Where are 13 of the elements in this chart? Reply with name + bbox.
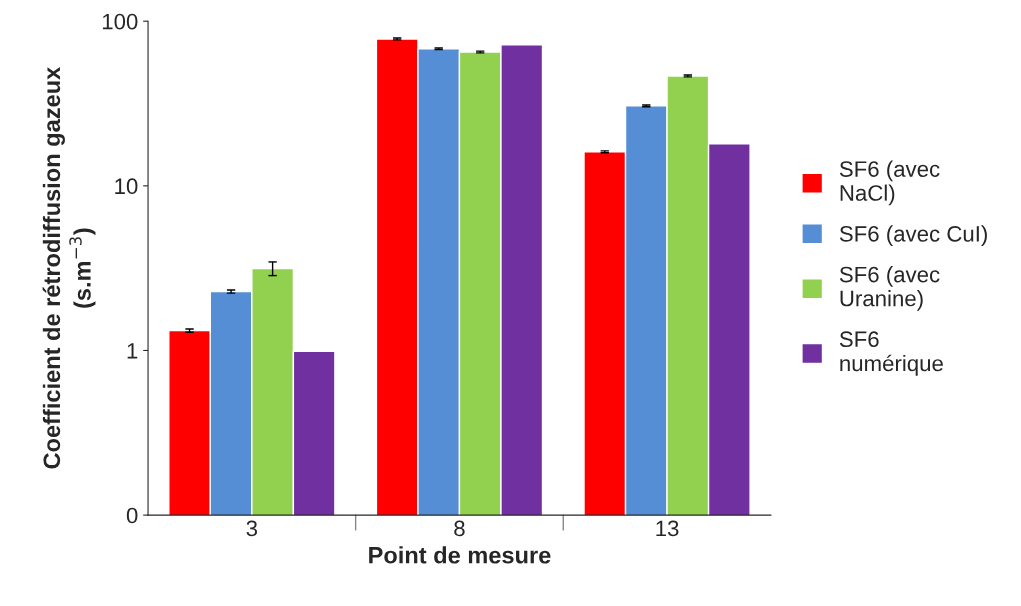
x-axis-title: Point de mesure [369,546,551,564]
legend-label: SF6 (avec CuI) [839,225,987,247]
x-tick-label: 8 [454,520,465,537]
legend-label: SF6 (avec Uranine) [839,266,940,311]
y-tick-label: 10 [115,178,138,195]
y-tick-label: 100 [102,13,138,30]
legend-label: SF6 numérique [839,331,943,376]
y-tick-label: 1 [127,343,138,359]
legend-label: SF6 (avec NaCl) [839,160,940,206]
y-axis-title: Coefficient de rétrodiffusion gazeux (s.m$^{−3}$) [42,66,96,469]
x-tick-label: 13 [656,520,679,537]
x-tick-label: 3 [246,520,258,537]
y-tick-label: 0 [126,507,138,524]
